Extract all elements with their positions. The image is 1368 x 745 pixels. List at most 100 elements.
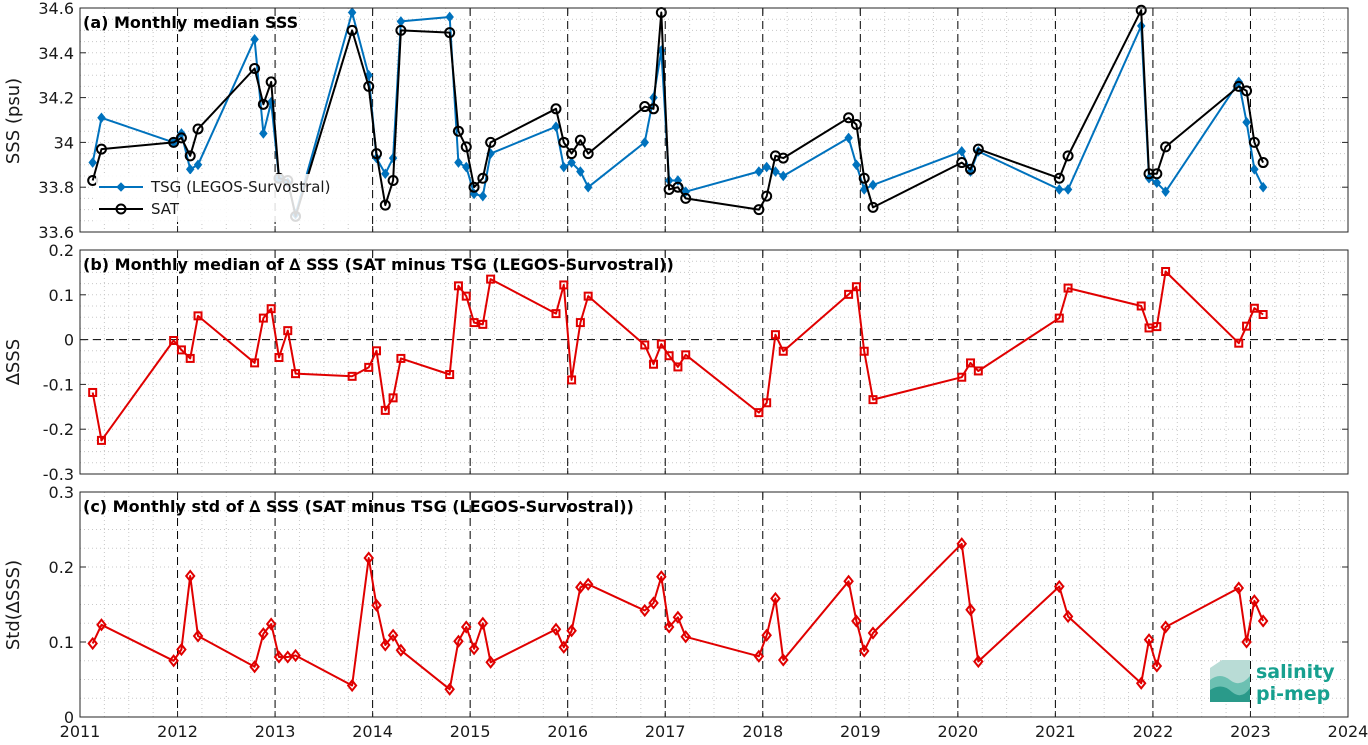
salinity-pi-mep-logo: salinity pi-mep <box>1210 660 1335 705</box>
panel-1-series-0-point <box>266 304 276 314</box>
panel-1-series-0-point <box>1258 310 1268 320</box>
panel-1-series-0-point <box>770 330 780 340</box>
panel-1-series-0-point <box>754 408 764 418</box>
panel-2-series-0-point <box>867 626 879 640</box>
panel-2-series-0-point <box>176 642 187 657</box>
panel-0-series-0-point <box>478 190 488 202</box>
panel-0-series-1-point <box>1257 157 1269 169</box>
panel-1-series-0-point <box>1152 322 1162 332</box>
panel-2-series-0-point <box>453 634 464 648</box>
panel-2-series-0-point <box>1151 659 1163 673</box>
panel-0-series-1-point <box>192 123 204 135</box>
panel-2-series-0-point <box>395 643 407 657</box>
panel-2-series-0-point <box>639 603 651 618</box>
panel-1-series-0-point <box>453 281 463 291</box>
panel-0-series-1-point <box>753 204 765 216</box>
panel-1-y-tick-label: 0.1 <box>49 286 74 305</box>
panel-2-series-0-point <box>380 638 391 652</box>
panel-0-series-0-point <box>462 161 471 173</box>
panel-1-series-0-point <box>461 291 471 301</box>
panel-0-series-1-point <box>265 76 277 88</box>
panel-0-series-1-point <box>972 143 984 155</box>
panel-1-series-0-point <box>673 362 683 372</box>
panel-0-series-1-point <box>1233 80 1245 92</box>
panel-0-series-0-point <box>185 163 195 175</box>
panel-1-series-0-point <box>469 318 479 328</box>
panel-1-series-0-point <box>567 375 577 385</box>
panel-0-series-1-point <box>460 141 472 153</box>
panel-b-title: (b) Monthly median of ∆ SSS (SAT minus T… <box>83 255 674 274</box>
panel-0-y-tick-label: 33.8 <box>38 178 74 197</box>
panel-0-series-0-point <box>1250 163 1259 175</box>
panel-1-series-0-point <box>1234 338 1244 348</box>
panel-0-y-tick-label: 33.6 <box>38 223 74 242</box>
panel-0-series-0-point <box>88 157 97 168</box>
panel-2-frame <box>79 491 1349 718</box>
legend-sat-marker <box>115 203 127 215</box>
panel-0-series-0-point <box>193 159 203 171</box>
panel-1-series-0-point <box>778 346 788 356</box>
axes-frames: 33.6 33.8 34 34.2 34.4 34.6 -0.3 -0.2 -0.1 0 0.1 0.… <box>38 0 1368 741</box>
panel-2-series-0-point <box>346 678 358 693</box>
legend: TSG (LEGOS-Survostral) SAT <box>96 174 368 222</box>
panel-2-series-0-point <box>575 580 586 594</box>
panel-1-series-0-point <box>851 282 861 292</box>
panel-0-series-0-point <box>97 112 106 124</box>
panel-0-series-1-point <box>257 98 269 110</box>
panel-0-series-1-point <box>648 103 660 115</box>
panel-1-series-0-point <box>372 346 382 356</box>
grid-lines <box>80 8 1348 717</box>
panel-0-series-0-point <box>640 137 649 148</box>
panel-1-series-0-point <box>478 319 488 329</box>
panel-0-series-0-point <box>259 128 268 139</box>
panel-1-y-tick-label: 0.2 <box>49 241 74 260</box>
panel-1-series-0-point <box>844 289 854 299</box>
panel-2-series-0-point <box>96 618 107 632</box>
x-tick-label: 2013 <box>255 722 296 741</box>
panel-0-series-1-point <box>550 103 562 115</box>
panel-2-series-0-point <box>87 636 98 651</box>
panel-c-title: (c) Monthly std of ∆ SSS (SAT minus TSG … <box>83 497 634 516</box>
panel-1-series-0-point <box>1063 283 1073 293</box>
panel-2-series-0-point <box>663 620 675 634</box>
panel-1-series-0-point <box>649 359 659 369</box>
panel-1-series-0-point <box>283 326 293 336</box>
panel-1-series-0-point <box>957 372 967 382</box>
panel-2-series-0-point <box>192 629 204 643</box>
panel-1-series-0-point <box>868 395 878 405</box>
panel-2-series-0-point <box>851 614 862 628</box>
panel-0-series-1-point <box>371 148 383 160</box>
panel-1-series-0-point <box>176 345 186 355</box>
panel-0-series-1-point <box>1151 168 1163 180</box>
x-tick-label: 2020 <box>937 722 978 741</box>
panel-0-series-0-point <box>559 161 569 173</box>
panel-0-series-0-point <box>868 179 878 191</box>
panel-2-series-0-point <box>973 654 984 669</box>
panel-0-series-1-point <box>95 143 107 155</box>
panel-0-series-1-point <box>956 157 968 169</box>
panel-1-series-0-point <box>250 358 260 368</box>
x-tick-label: 2023 <box>1230 722 1271 741</box>
panel-0-series-0-point <box>1161 186 1170 197</box>
panel-0-series-0-point <box>454 157 463 168</box>
panel-0-series-0-point <box>551 121 561 133</box>
panel-2-series-0-point <box>956 537 968 551</box>
panel-1-series-0-point <box>681 350 691 360</box>
panel-2-series-0-point <box>753 649 765 663</box>
panel-0-series-1-point <box>582 148 594 160</box>
panel-0-series-1-point <box>1143 168 1155 180</box>
panel-0-series-1-point <box>761 190 773 202</box>
panel-0-series-0-point <box>583 181 593 193</box>
panel-1-series-0-point <box>859 346 869 356</box>
panel-1-series-0-point <box>380 405 390 415</box>
panel-0-y-tick-label: 34.4 <box>38 44 74 63</box>
panel-2-series-0-point <box>672 610 684 624</box>
panel-2-y-tick-label: 0.2 <box>49 558 74 577</box>
panel-1-series-0-point <box>96 435 106 445</box>
panel-0-series-1-point <box>444 27 456 39</box>
panel-1-series-0-point <box>88 387 98 397</box>
panel-0-series-1-point <box>843 112 855 124</box>
panel-0-series-0-point <box>754 166 764 177</box>
panel-0-series-1-point <box>672 181 684 193</box>
